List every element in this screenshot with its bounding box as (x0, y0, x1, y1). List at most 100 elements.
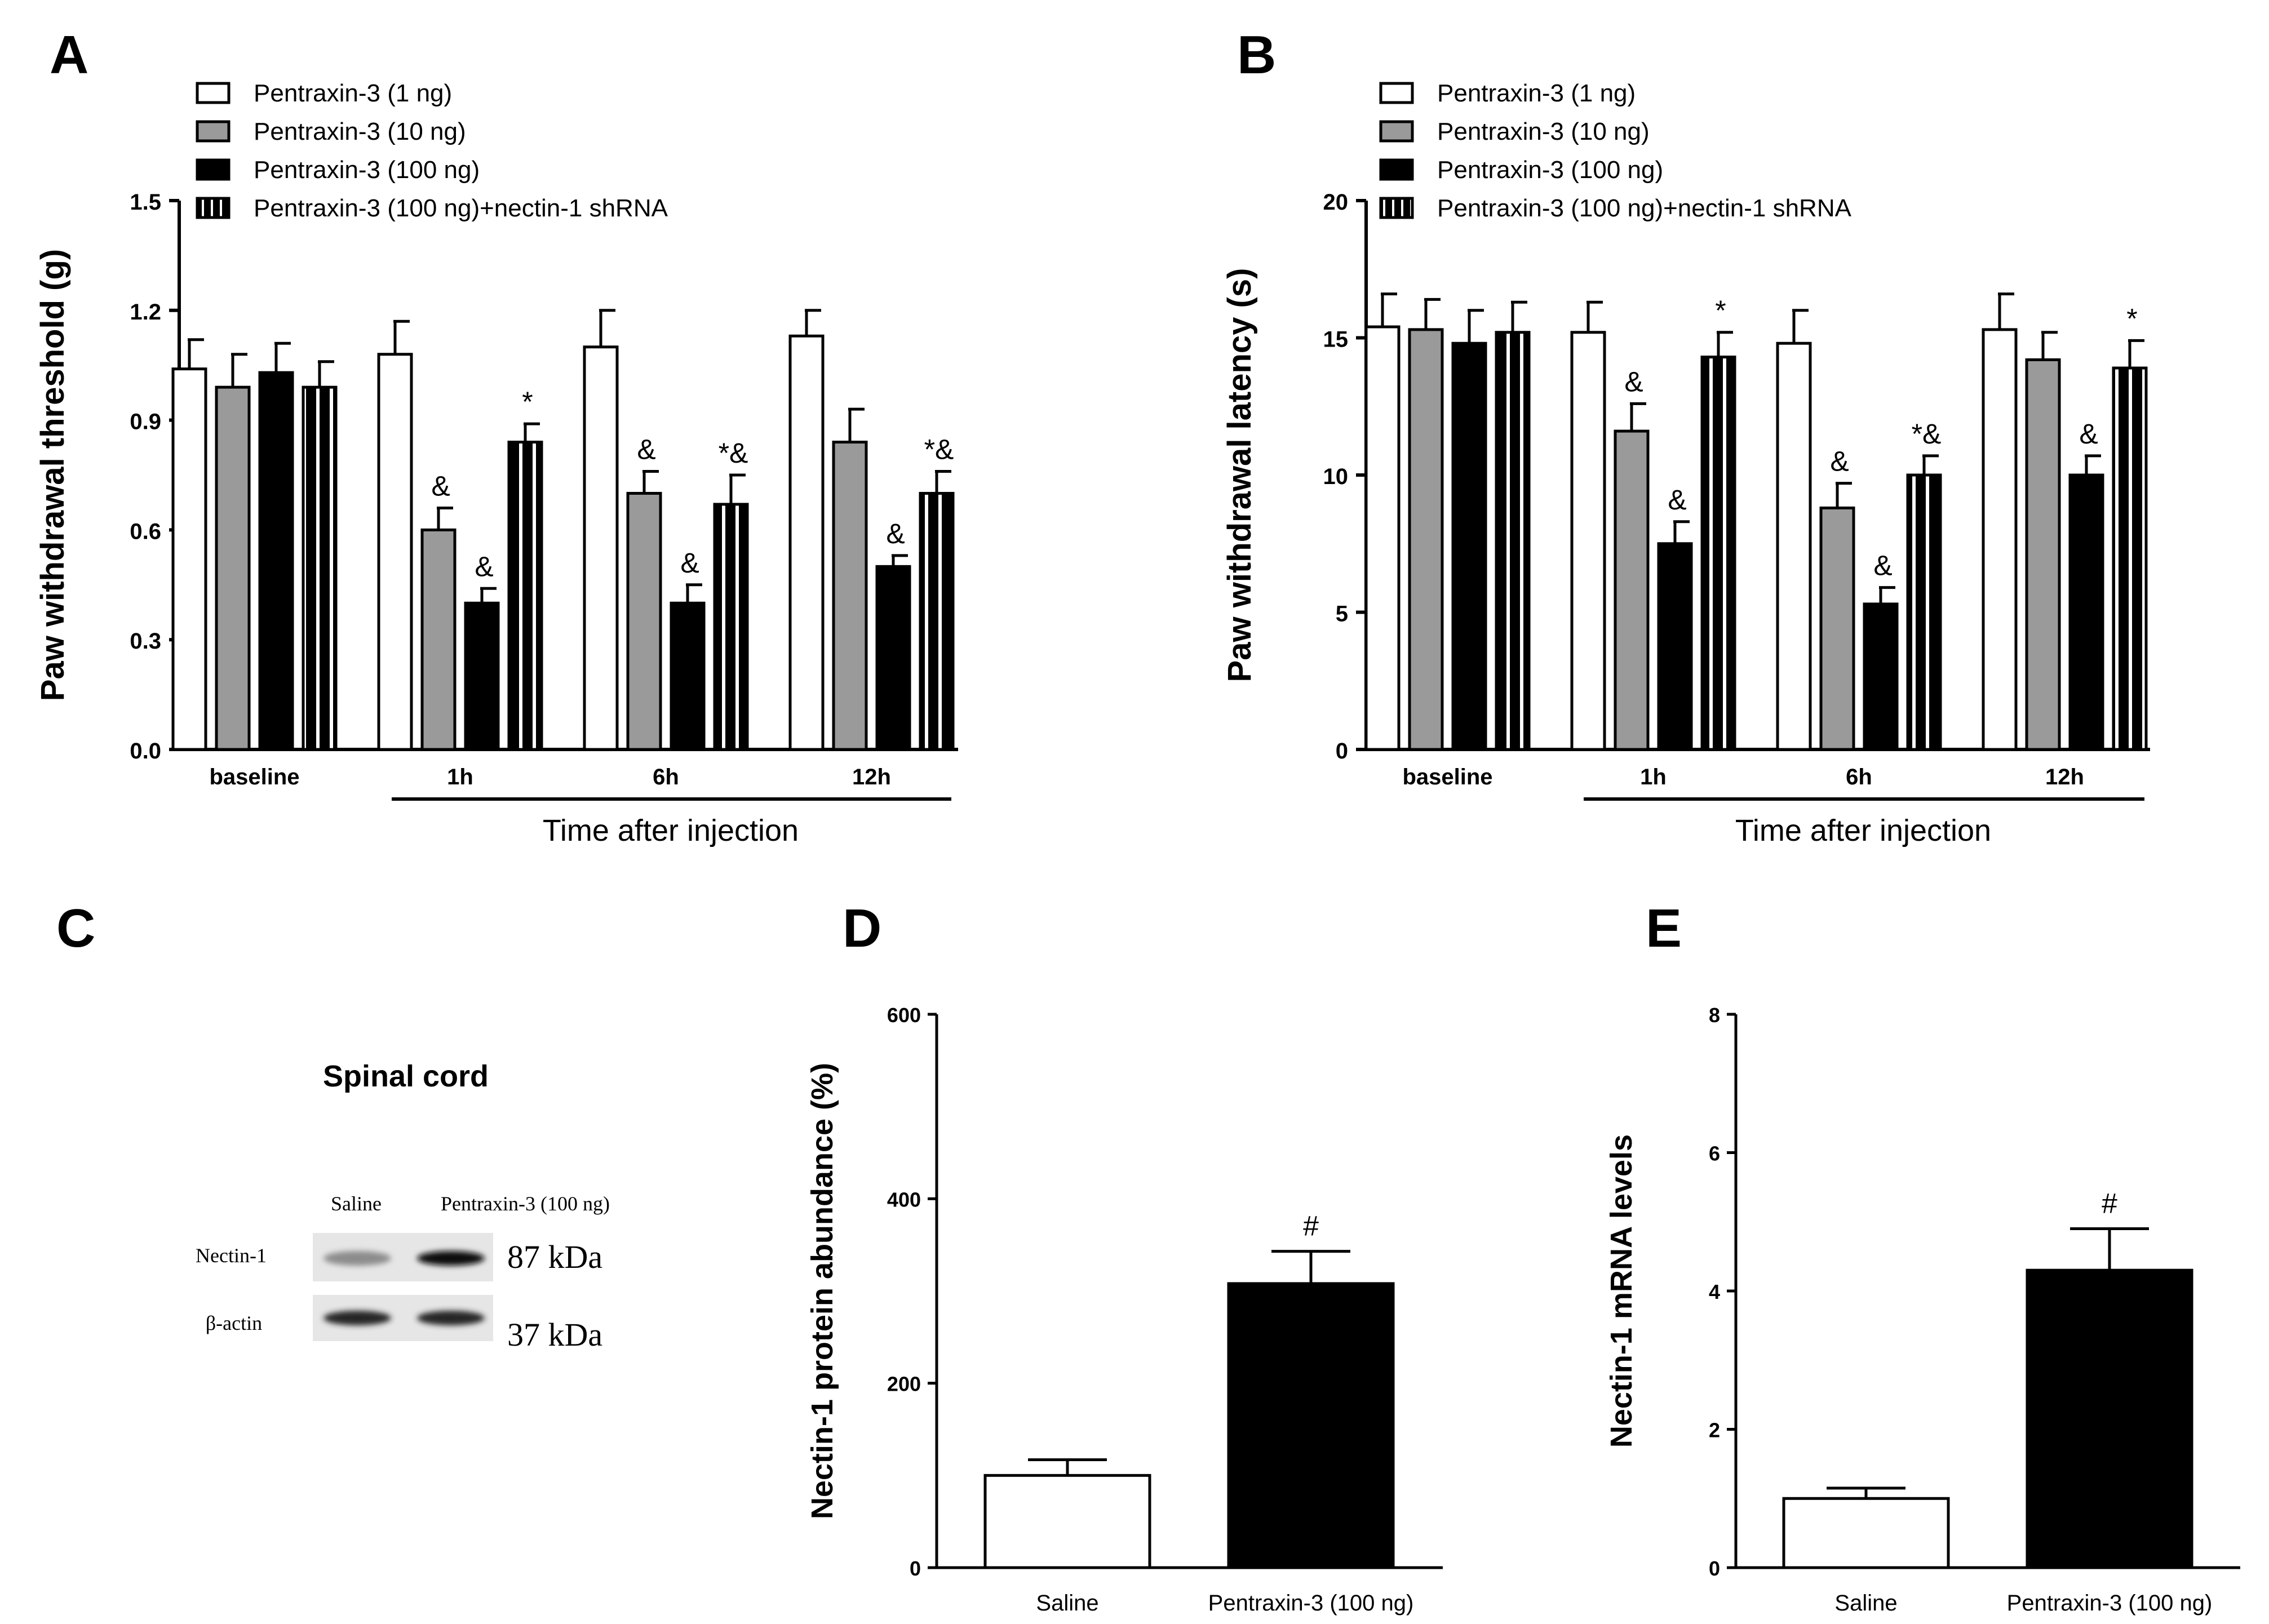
bar (1863, 602, 1899, 751)
significance-mark: & (431, 470, 450, 502)
bar (1906, 473, 1942, 751)
bar (1408, 328, 1444, 751)
legend-swatch (1379, 197, 1414, 219)
y-tick-label: 20 (1323, 190, 1349, 215)
bars-e: # (1782, 1188, 2193, 1569)
blot-row-label-actin: β-actin (206, 1312, 262, 1334)
legend-swatch (196, 197, 231, 219)
significance-mark: & (1873, 550, 1892, 582)
significance-mark: & (637, 434, 655, 465)
significance-mark: & (1624, 366, 1643, 397)
y-tick-label: 200 (887, 1373, 921, 1396)
x-tick-label: Pentraxin-3 (100 ng) (1208, 1591, 1414, 1616)
panel-b: B Pentraxin-3 (1 ng)Pentraxin-3 (10 ng)P… (1221, 25, 2150, 848)
y-axis-label-b: Paw withdrawal latency (s) (1221, 268, 1258, 682)
bar (302, 385, 338, 751)
x-tick-label: 12h (852, 765, 891, 789)
panel-e: E Nectin-1 mRNA levels 0 2 4 6 8 Saline Pentra… (1605, 898, 2240, 1616)
x-tick-label: 12h (2045, 765, 2084, 789)
y-tick-label: 5 (1336, 602, 1348, 627)
bar (1451, 341, 1487, 751)
bar (1570, 331, 1606, 751)
panel-c: C Spinal cord Saline Pentraxin-3 (100 ng… (56, 898, 610, 1353)
y-tick-label: 0.3 (130, 629, 161, 654)
bar (420, 528, 457, 751)
bar (1700, 356, 1736, 751)
bar (507, 441, 543, 751)
y-axis-label-e: Nectin-1 mRNA levels (1605, 1134, 1638, 1448)
bar (670, 601, 706, 751)
y-tick-label: 0.0 (130, 739, 161, 764)
y-tick-label: 0 (910, 1557, 921, 1580)
legend-swatch (1379, 120, 1414, 143)
bar (1614, 429, 1650, 751)
bar (788, 334, 825, 751)
panel-a: A Pentraxin-3 (1 ng)Pentraxin-3 (10 ng)P… (34, 25, 958, 848)
bar (377, 353, 413, 751)
bar (1819, 506, 1855, 751)
blot-title: Spinal cord (323, 1059, 489, 1093)
legend-b: Pentraxin-3 (1 ng) Pentraxin-3 (10 ng) Pen… (1379, 79, 1852, 222)
blot-row-label-nectin: Nectin-1 (196, 1244, 267, 1267)
bar (1495, 331, 1531, 751)
legend-label: Pentraxin-3 (100 ng)+nectin-1 shRNA (254, 194, 668, 222)
bar (2026, 1268, 2193, 1569)
significance-mark: & (2079, 418, 2098, 450)
y-axis-label-a: Paw withdrawal threshold (g) (34, 249, 71, 701)
significance-mark: *& (924, 434, 954, 465)
y-tick-label: 6 (1709, 1142, 1720, 1165)
bar (1364, 325, 1401, 751)
panel-d: D Nectin-1 protein abundance (%) 0 200 400… (805, 898, 1443, 1616)
significance-mark: *& (1912, 418, 1942, 450)
significance-mark: & (1830, 446, 1849, 477)
legend-label: Pentraxin-3 (100 ng) (1437, 156, 1663, 184)
significance-mark: *& (719, 437, 748, 469)
bar (583, 345, 619, 751)
bar (1776, 341, 1812, 751)
x-tick-label: baseline (209, 765, 299, 789)
y-tick-label: 0 (1709, 1557, 1720, 1580)
x-tick-label: Pentraxin-3 (100 ng) (2007, 1591, 2213, 1616)
significance-mark: * (2126, 303, 2137, 334)
bar (464, 601, 500, 751)
bar (2112, 366, 2148, 751)
legend-label: Pentraxin-3 (10 ng) (1437, 118, 1650, 145)
bar (171, 367, 207, 751)
y-tick-label: 15 (1323, 327, 1349, 352)
blot-band (323, 1311, 391, 1325)
bar (832, 441, 868, 751)
bar (1227, 1282, 1395, 1569)
blot-size-nectin: 87 kDa (507, 1239, 602, 1275)
y-tick-label: 8 (1709, 1004, 1720, 1027)
x-tick-label: 1h (447, 765, 473, 789)
x-tick-label: Saline (1036, 1591, 1098, 1616)
legend-label: Pentraxin-3 (100 ng) (254, 156, 480, 184)
significance-mark: & (680, 547, 699, 579)
y-tick-label: 600 (887, 1004, 921, 1027)
significance-mark: * (522, 386, 533, 418)
panel-label-c: C (56, 898, 95, 959)
blot-lane-pentraxin: Pentraxin-3 (100 ng) (441, 1192, 610, 1215)
bar (2068, 473, 2104, 751)
bar (258, 371, 294, 751)
legend-swatch (196, 120, 231, 143)
significance-mark: & (886, 518, 905, 549)
bar (2025, 358, 2061, 751)
y-tick-label: 400 (887, 1188, 921, 1211)
panel-label-b: B (1237, 25, 1276, 85)
y-tick-label: 0 (1336, 739, 1348, 764)
bar (1782, 1497, 1950, 1569)
legend-label: Pentraxin-3 (1 ng) (254, 79, 452, 107)
x-axis-label-b: Time after injection (1735, 814, 1991, 848)
panel-label-a: A (50, 25, 88, 85)
legend-swatch (1379, 158, 1414, 181)
bar (626, 491, 662, 751)
legend-label: Pentraxin-3 (1 ng) (1437, 79, 1636, 107)
bar (983, 1474, 1151, 1569)
y-tick-label: 2 (1709, 1419, 1720, 1442)
y-tick-label: 0.6 (130, 519, 161, 544)
blot-image (313, 1233, 493, 1341)
blot-band (323, 1251, 391, 1266)
bar (919, 491, 955, 751)
